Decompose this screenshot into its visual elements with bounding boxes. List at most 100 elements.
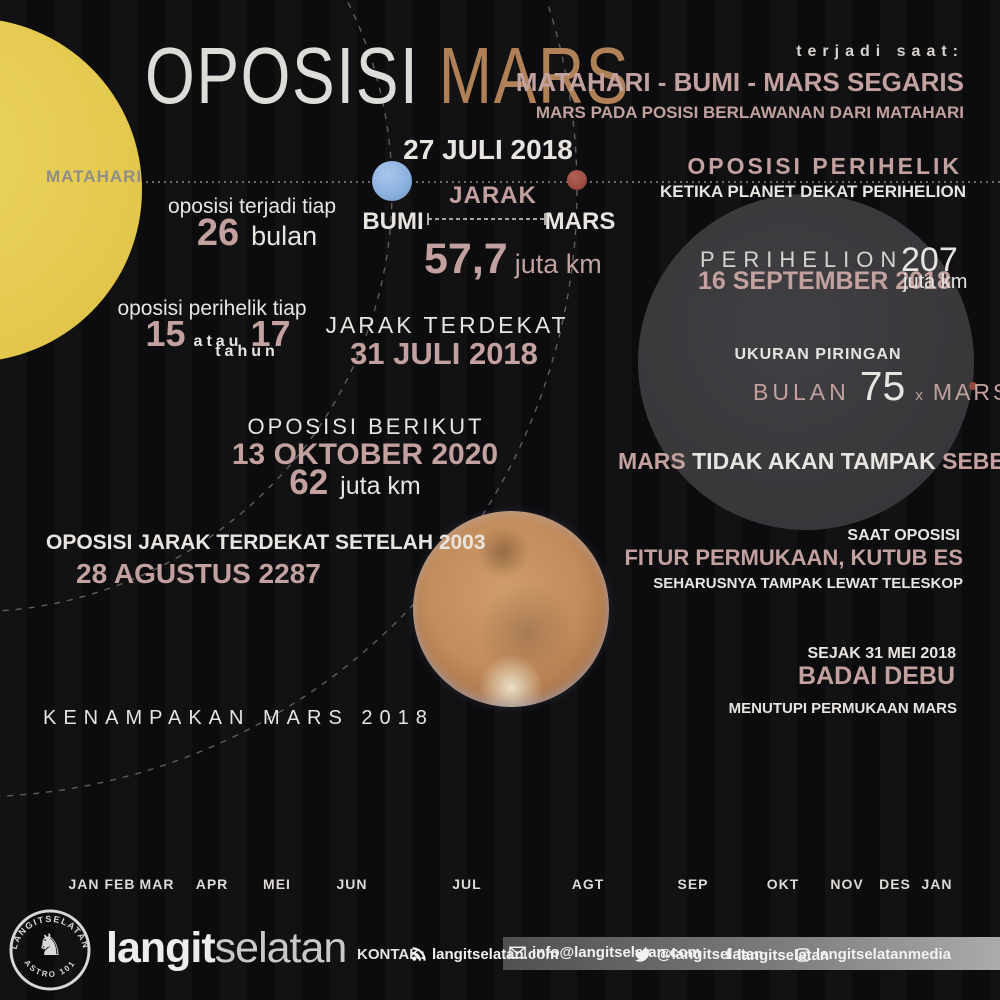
mars-ratio-label: MARS: [932, 379, 1000, 405]
telescope-line2: FITUR PERMUKAAN, KUTUB ES: [624, 545, 963, 570]
month-label: MAR: [139, 876, 175, 892]
disk-ratio-row: BULAN 75 x MARS: [753, 366, 1000, 407]
contact-twitter-text: @langitselatan: [657, 946, 764, 963]
mars-month-apr: [187, 783, 237, 833]
brand-bold: langit: [106, 924, 216, 972]
telescope-line3: SEHARUSNYA TAMPAK LEWAT TELESKOP: [653, 575, 963, 592]
note-bold: TIDAK AKAN TAMPAK: [692, 448, 936, 474]
mars-icon: [567, 170, 587, 190]
opposition-date: 27 JULI 2018: [403, 134, 573, 165]
month-label: AGT: [571, 876, 605, 892]
month-label: JUN: [336, 876, 368, 892]
next-opposition-date: 13 OKTOBER 2020: [231, 438, 499, 471]
mars-month-mei: [247, 778, 307, 838]
telescope-line1: SAAT OPOSISI: [847, 527, 960, 544]
mail-icon: [509, 946, 526, 959]
title-oposisi: OPOSISI: [145, 31, 420, 120]
contact-website[interactable]: langitselatan.com: [411, 946, 559, 963]
perihelic-cycle-value1: 15: [145, 313, 186, 354]
distance-arrow: [427, 213, 546, 225]
facebook-icon: f: [726, 946, 732, 963]
mars-month-agt: [536, 756, 641, 861]
dust-storm-line3: MENUTUPI PERMUKAAN MARS: [728, 700, 957, 717]
month-label: NOV: [830, 876, 864, 892]
ratio-value: 75: [859, 363, 906, 409]
month-label: MEI: [263, 876, 291, 892]
cycle-prefix: oposisi terjadi tiap: [167, 195, 337, 218]
disk-size-label: UKURAN PIRINGAN: [734, 346, 902, 363]
mars-photo: [413, 511, 609, 707]
mars-month-jun: [312, 768, 392, 848]
brand-light: selatan: [214, 924, 348, 972]
perihelic-cycle-unit: tahun: [215, 343, 279, 360]
brand-wordmark: langitselatan: [106, 924, 348, 973]
month-label: JAN: [921, 876, 953, 892]
logo-horse-icon: ♞: [37, 929, 64, 962]
contact-instagram[interactable]: langitselatanmedia: [796, 946, 951, 963]
earth-label: BUMI: [362, 208, 424, 235]
cycle-value-row: 26 bulan: [197, 214, 317, 252]
closest-date: 31 JULI 2018: [350, 336, 538, 371]
moon-comparison-note: MARS TIDAK AKAN TAMPAK SEBESAR BULAN: [618, 448, 1000, 474]
mars-label: MARS: [544, 208, 616, 235]
earth-icon: [372, 161, 412, 201]
next-opposition-value: 62: [289, 463, 329, 502]
perihelion-label: PERIHELION: [700, 247, 904, 272]
contact-instagram-text: langitselatanmedia: [816, 946, 952, 963]
mars-size-dot-icon: [969, 382, 977, 390]
mars-orbit-dashed: [0, 0, 578, 797]
moon-label: BULAN: [753, 379, 850, 405]
next-opposition-label: OPOSISI BERIKUT: [247, 414, 485, 439]
mars-month-okt: [754, 779, 812, 837]
after-2003-date: 28 AGUSTUS 2287: [76, 558, 321, 589]
occurs-when-kicker: terjadi saat:: [796, 43, 964, 60]
mars-month-jan: [71, 795, 97, 821]
perihelion-unit: juta km: [903, 271, 968, 293]
month-label: JUL: [452, 876, 482, 892]
next-opposition-distance: 62 juta km: [289, 465, 421, 500]
dust-storm-line2: BADAI DEBU: [798, 662, 955, 690]
occurs-when-block: terjadi saat: MATAHARI - BUMI - MARS SEG…: [515, 43, 964, 122]
perihelic-cycle-value2: 17: [250, 313, 291, 354]
perihelic-cycle-prefix: oposisi perihelik tiap: [117, 297, 307, 320]
mars-month-mar: [137, 788, 177, 828]
mars-month-des: [879, 792, 912, 825]
month-label: OKT: [766, 876, 800, 892]
contact-twitter[interactable]: @langitselatan: [635, 946, 763, 963]
sun-label: MATAHARI: [46, 167, 143, 186]
mars-month-jul: [415, 756, 520, 861]
month-label: SEP: [677, 876, 709, 892]
moon-size-disc: [638, 194, 974, 530]
contact-email-text: info@langitselatan.com: [532, 944, 701, 961]
perihelic-heading: OPOSISI PERIHELIK: [687, 153, 962, 179]
distance-unit: juta km: [514, 249, 602, 279]
next-opposition-unit: juta km: [340, 472, 421, 500]
contact-label: KONTAK:: [357, 946, 426, 963]
langitselatan-logo: LANGITSELATAN ASTRO 101 ♞: [9, 909, 91, 991]
mars-month-feb: [104, 792, 137, 825]
instagram-icon: [796, 947, 810, 962]
perihelic-subheading: KETIKA PLANET DEKAT PERIHELION: [659, 182, 966, 201]
occurs-when-line1: MATAHARI - BUMI - MARS SEGARIS: [515, 67, 964, 97]
contact-website-text: langitselatan.com: [432, 946, 559, 963]
cycle-unit: bulan: [251, 221, 318, 251]
occurs-when-line2: MARS PADA POSISI BERLAWANAN DARI MATAHAR…: [535, 103, 964, 122]
distance-label: JARAK: [449, 182, 537, 209]
note-post: SEBESAR BULAN: [942, 448, 1000, 474]
distance-value-row: 57,7 juta km: [424, 238, 602, 281]
month-label: APR: [195, 876, 229, 892]
contact-email[interactable]: info@langitselatan.com: [509, 944, 701, 961]
title-mars: MARS: [438, 31, 631, 120]
perihelion-date: 16 SEPTEMBER 2018: [698, 267, 951, 295]
distance-value: 57,7: [424, 235, 508, 283]
mars-month-jan: [923, 794, 952, 823]
closest-label: JARAK TERDEKAT: [325, 312, 569, 338]
twitter-icon: [635, 948, 651, 962]
ratio-times: x: [915, 387, 923, 404]
month-label: FEB: [104, 876, 136, 892]
page-title: OPOSISI MARS: [145, 36, 630, 116]
month-label: JAN: [68, 876, 100, 892]
contact-band: [503, 937, 1000, 970]
dust-storm-line1: SEJAK 31 MEI 2018: [807, 645, 956, 662]
